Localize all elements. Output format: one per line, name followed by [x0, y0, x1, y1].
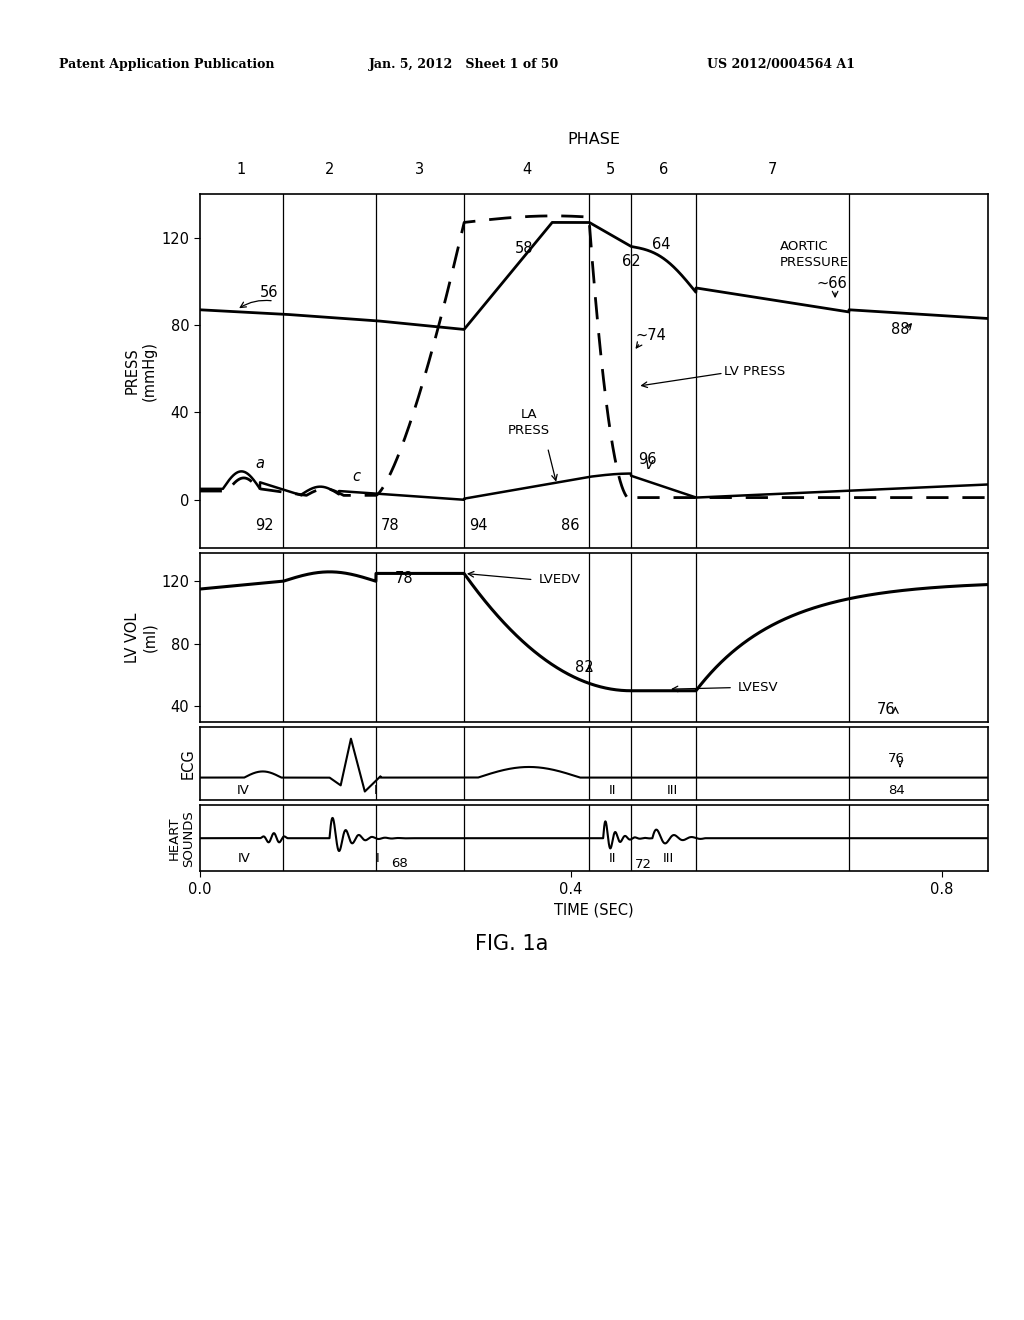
Text: v: v	[645, 457, 653, 473]
Text: 1: 1	[237, 162, 246, 177]
Y-axis label: HEART
SOUNDS: HEART SOUNDS	[168, 810, 196, 866]
Y-axis label: ECG: ECG	[180, 748, 196, 779]
Text: 6: 6	[658, 162, 668, 177]
Text: 3: 3	[416, 162, 425, 177]
Text: FIG. 1a: FIG. 1a	[475, 933, 549, 954]
Y-axis label: LV VOL
(ml): LV VOL (ml)	[125, 612, 157, 663]
Text: 56: 56	[260, 285, 279, 300]
Text: 82: 82	[575, 660, 594, 675]
Text: 5: 5	[605, 162, 614, 177]
Text: 86: 86	[561, 519, 580, 533]
Text: 7: 7	[768, 162, 777, 177]
Text: III: III	[663, 853, 674, 866]
Text: ~74: ~74	[636, 329, 667, 343]
Text: a: a	[255, 457, 264, 471]
Text: 58: 58	[515, 242, 534, 256]
Text: 4: 4	[522, 162, 531, 177]
Text: 2: 2	[325, 162, 334, 177]
Text: II: II	[608, 784, 616, 797]
Text: LV PRESS: LV PRESS	[724, 366, 785, 379]
Text: ~66: ~66	[816, 276, 847, 290]
Text: I: I	[374, 784, 378, 797]
Text: 76: 76	[888, 752, 905, 766]
Text: LVEDV: LVEDV	[539, 573, 581, 586]
Text: IV: IV	[238, 853, 251, 866]
Text: 64: 64	[652, 236, 671, 252]
Text: PHASE: PHASE	[567, 132, 621, 147]
Text: LVESV: LVESV	[737, 681, 778, 694]
Text: c: c	[352, 469, 360, 484]
Text: 72: 72	[635, 858, 651, 871]
Text: US 2012/0004564 A1: US 2012/0004564 A1	[707, 58, 855, 71]
Text: 84: 84	[888, 784, 905, 797]
Text: LA
PRESS: LA PRESS	[508, 408, 550, 437]
Text: Patent Application Publication: Patent Application Publication	[59, 58, 274, 71]
Text: I: I	[376, 853, 380, 866]
Text: IV: IV	[237, 784, 250, 797]
Text: II: II	[608, 853, 616, 866]
Y-axis label: PRESS
(mmHg): PRESS (mmHg)	[125, 341, 157, 401]
Text: 96: 96	[638, 451, 657, 467]
X-axis label: TIME (SEC): TIME (SEC)	[554, 902, 634, 917]
Text: 78: 78	[381, 519, 399, 533]
Text: 78: 78	[394, 570, 413, 586]
Text: 76: 76	[877, 702, 895, 717]
Text: 88: 88	[891, 322, 909, 337]
Text: 68: 68	[391, 857, 408, 870]
Text: Jan. 5, 2012   Sheet 1 of 50: Jan. 5, 2012 Sheet 1 of 50	[369, 58, 559, 71]
Text: 94: 94	[469, 519, 487, 533]
Text: 92: 92	[255, 519, 274, 533]
Text: III: III	[668, 784, 678, 797]
Text: 62: 62	[622, 255, 640, 269]
Text: AORTIC
PRESSURE: AORTIC PRESSURE	[779, 240, 849, 269]
